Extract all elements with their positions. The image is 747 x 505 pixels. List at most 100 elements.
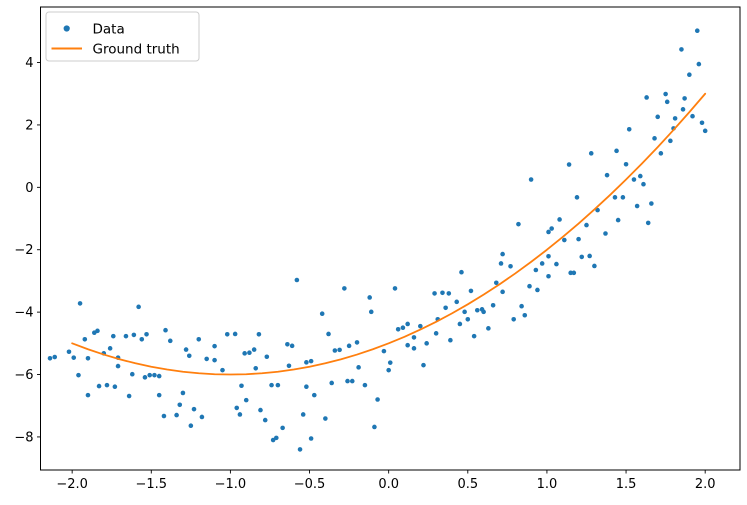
y-tick-label: 2 (25, 118, 33, 133)
data-point (664, 99, 670, 105)
data-point (604, 172, 610, 178)
data-point (645, 220, 651, 226)
data-point (672, 116, 678, 121)
data-point (107, 346, 113, 351)
data-point (584, 222, 589, 228)
data-point (372, 424, 377, 430)
data-point (167, 338, 173, 344)
data-point (224, 331, 230, 337)
data-point (528, 177, 534, 182)
data-point (300, 412, 306, 417)
data-point (690, 113, 695, 119)
data-point (96, 383, 102, 389)
data-point (400, 325, 406, 331)
data-point (459, 269, 464, 275)
y-tick-label: −6 (14, 368, 33, 383)
data-point (433, 331, 439, 336)
data-point (579, 254, 585, 260)
data-point (142, 375, 148, 380)
data-point (668, 138, 673, 144)
data-point (280, 425, 285, 431)
data-point (258, 407, 263, 413)
data-point (139, 336, 145, 342)
data-point (297, 447, 303, 452)
data-point (446, 291, 452, 296)
data-point (644, 95, 649, 100)
data-point (626, 127, 632, 132)
data-point (199, 414, 205, 420)
data-point (346, 343, 352, 349)
x-tick-label: −1.0 (215, 477, 247, 492)
data-point (546, 253, 551, 259)
data-point (535, 287, 540, 293)
data-point (342, 286, 347, 291)
data-point (471, 333, 477, 339)
data-point (519, 303, 524, 309)
legend-label-ground-truth: Ground truth (93, 41, 180, 57)
data-point (554, 261, 559, 267)
data-point (465, 317, 471, 322)
data-point (486, 326, 491, 331)
data-point (546, 273, 551, 279)
data-point (539, 261, 545, 266)
data-point (508, 263, 513, 269)
data-point (682, 96, 687, 101)
data-point (243, 397, 249, 403)
data-point (136, 304, 141, 310)
data-point (424, 341, 429, 346)
data-point (177, 402, 183, 408)
data-point (77, 301, 83, 306)
legend-box (45, 11, 200, 62)
data-point (462, 309, 467, 315)
ground-truth-line (71, 92, 707, 376)
x-tick-label: 1.0 (537, 477, 558, 492)
data-point (375, 397, 380, 402)
data-point (571, 270, 577, 276)
data-point (652, 136, 657, 141)
data-point (76, 372, 81, 378)
data-point (387, 360, 393, 365)
data-point (237, 412, 243, 417)
data-point (527, 283, 532, 289)
data-point (275, 382, 281, 388)
x-tick-label: −2.0 (56, 477, 88, 492)
data-point (474, 307, 480, 313)
data-point (262, 417, 268, 423)
data-point (131, 332, 137, 338)
data-point (326, 331, 331, 337)
data-point (52, 354, 58, 360)
data-point (163, 327, 168, 333)
data-point (649, 201, 654, 206)
data-point (129, 371, 135, 377)
data-point (319, 311, 325, 316)
data-point (687, 72, 692, 78)
data-point (658, 151, 664, 156)
data-point (566, 162, 572, 167)
data-point (603, 231, 608, 236)
data-point (115, 363, 121, 369)
data-point (533, 267, 539, 273)
data-point (562, 237, 567, 243)
data-point (411, 346, 417, 351)
data-point (212, 357, 217, 363)
data-point (112, 384, 118, 389)
data-point (66, 349, 72, 355)
data-point (123, 333, 129, 339)
data-point (308, 358, 314, 364)
data-point (421, 362, 426, 368)
data-point (549, 226, 554, 231)
data-point (239, 383, 244, 389)
data-point (448, 337, 453, 343)
data-point (511, 317, 516, 322)
data-point (156, 392, 162, 398)
data-point (522, 312, 528, 318)
data-point (304, 384, 309, 389)
data-point (104, 382, 110, 388)
data-point (457, 321, 463, 327)
data-point (232, 331, 238, 337)
data-point (516, 221, 521, 227)
data-point (269, 382, 274, 388)
data-point (323, 416, 328, 421)
data-point (411, 335, 417, 340)
